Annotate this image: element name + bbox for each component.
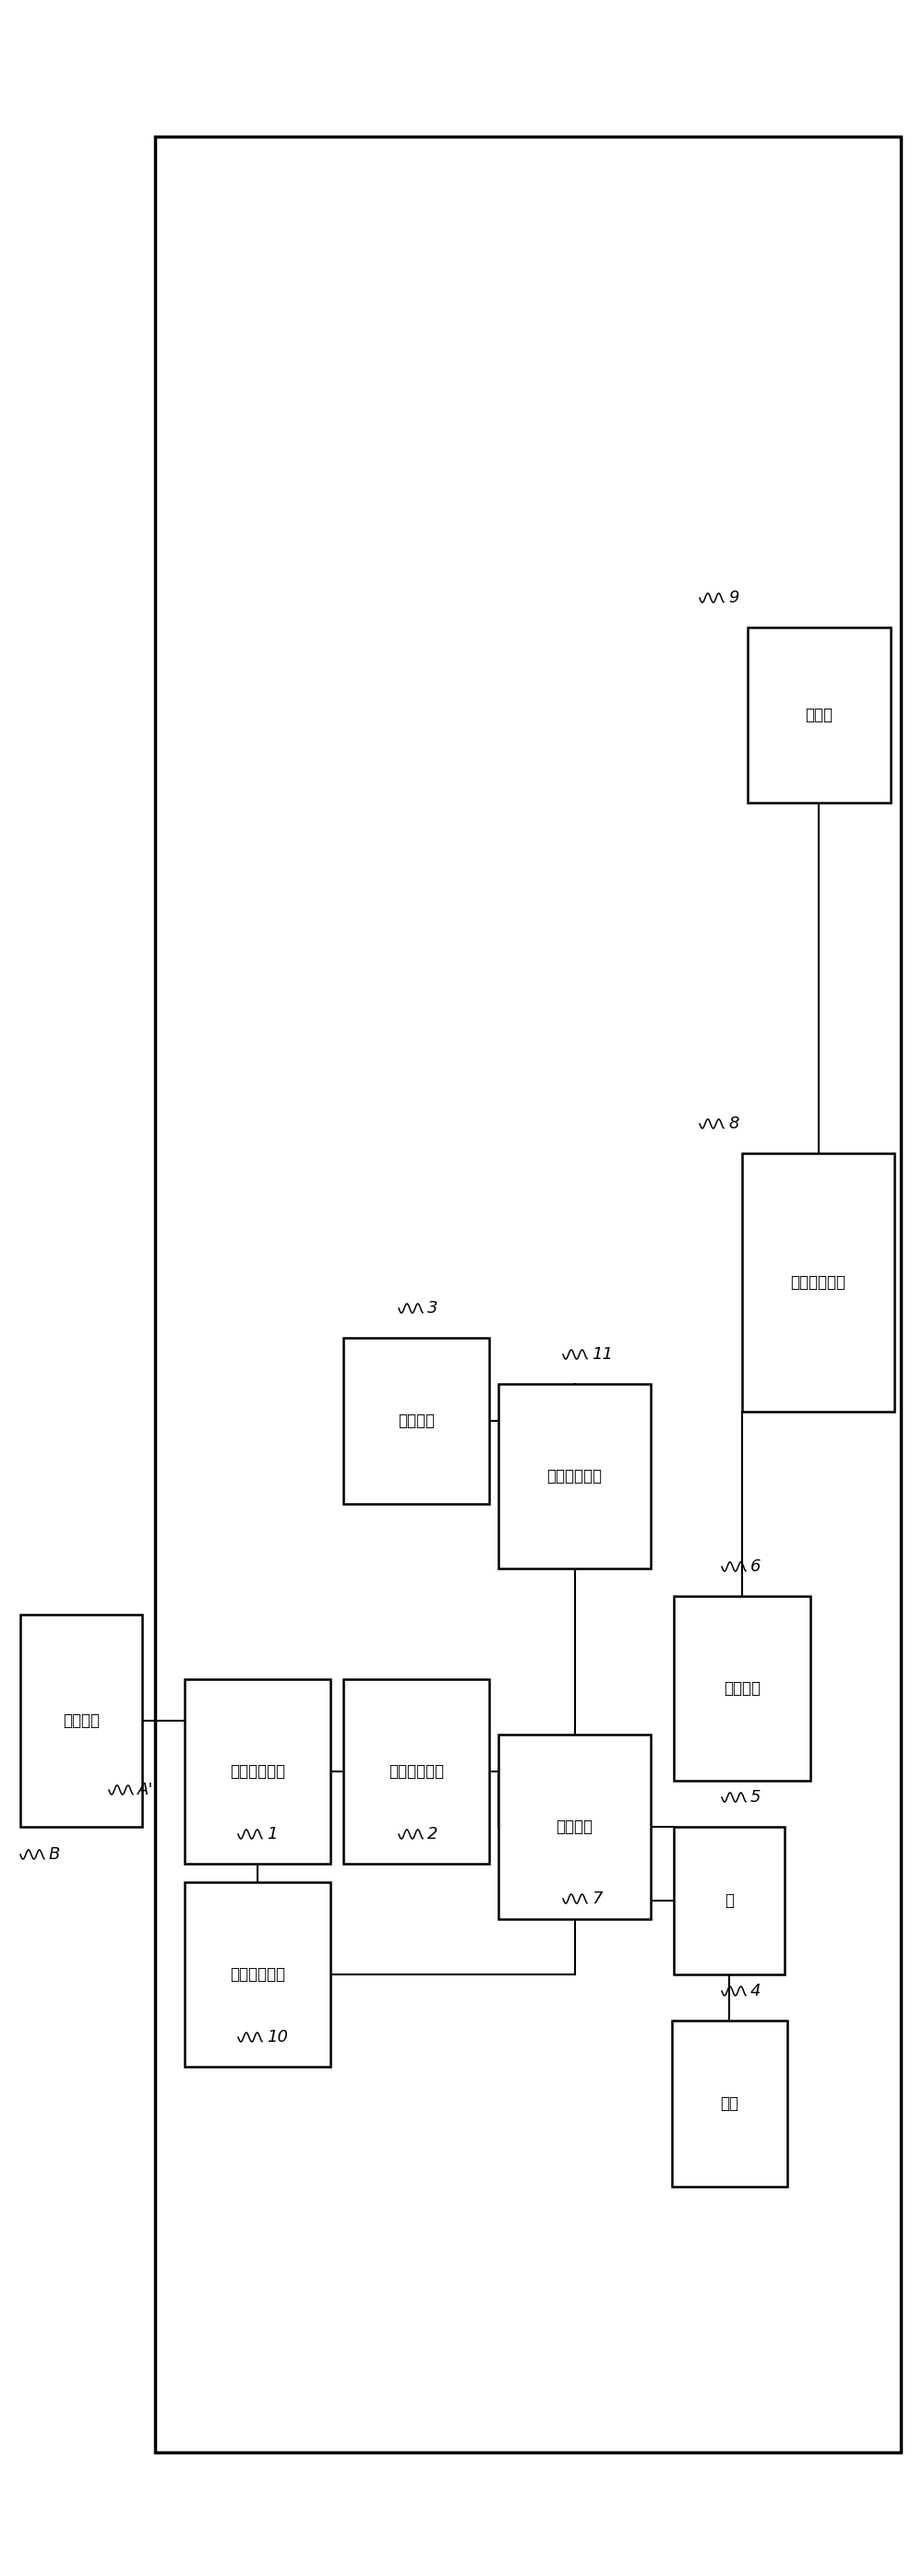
Bar	[498, 1383, 651, 1569]
Bar	[672, 2020, 787, 2187]
Text: 4: 4	[750, 1984, 761, 1999]
Bar	[20, 1615, 142, 1826]
Text: 5: 5	[750, 1788, 761, 1806]
Text: 3: 3	[427, 1301, 438, 1316]
Bar	[185, 1883, 330, 2066]
Text: 11: 11	[592, 1347, 613, 1363]
Bar	[343, 1337, 489, 1504]
Text: 7: 7	[592, 1891, 602, 1906]
Text: 6: 6	[750, 1558, 761, 1574]
Text: 水筱: 水筱	[720, 2094, 738, 2112]
Text: 8: 8	[728, 1115, 738, 1131]
Text: 电压补偿模块: 电压补偿模块	[389, 1762, 444, 1780]
Bar	[343, 1680, 489, 1862]
Bar	[155, 137, 901, 2452]
Text: 出水口: 出水口	[805, 706, 833, 724]
Text: B: B	[49, 1847, 60, 1862]
Text: 加热模块: 加热模块	[724, 1680, 761, 1698]
Bar	[674, 1597, 810, 1780]
Text: 10: 10	[267, 2030, 288, 2045]
Bar	[498, 1734, 651, 1919]
Text: 泵: 泵	[725, 1893, 734, 1909]
Text: 电压检测模块: 电压检测模块	[230, 1762, 285, 1780]
Text: 输入模块: 输入模块	[398, 1412, 435, 1430]
Text: 汽液混合模块: 汽液混合模块	[790, 1275, 845, 1291]
Text: 2: 2	[427, 1826, 438, 1842]
Text: 频率检测模块: 频率检测模块	[230, 1965, 285, 1984]
Text: 倒斜感应模块: 倒斜感应模块	[546, 1468, 602, 1484]
Bar	[674, 1826, 785, 1973]
Text: 9: 9	[728, 590, 738, 605]
Text: 外部电源: 外部电源	[63, 1713, 100, 1728]
Bar	[742, 1154, 894, 1412]
Text: 控制模块: 控制模块	[556, 1819, 593, 1834]
Text: A': A'	[138, 1783, 153, 1798]
Bar	[185, 1680, 330, 1862]
Text: 1: 1	[267, 1826, 277, 1842]
Bar	[748, 629, 891, 804]
